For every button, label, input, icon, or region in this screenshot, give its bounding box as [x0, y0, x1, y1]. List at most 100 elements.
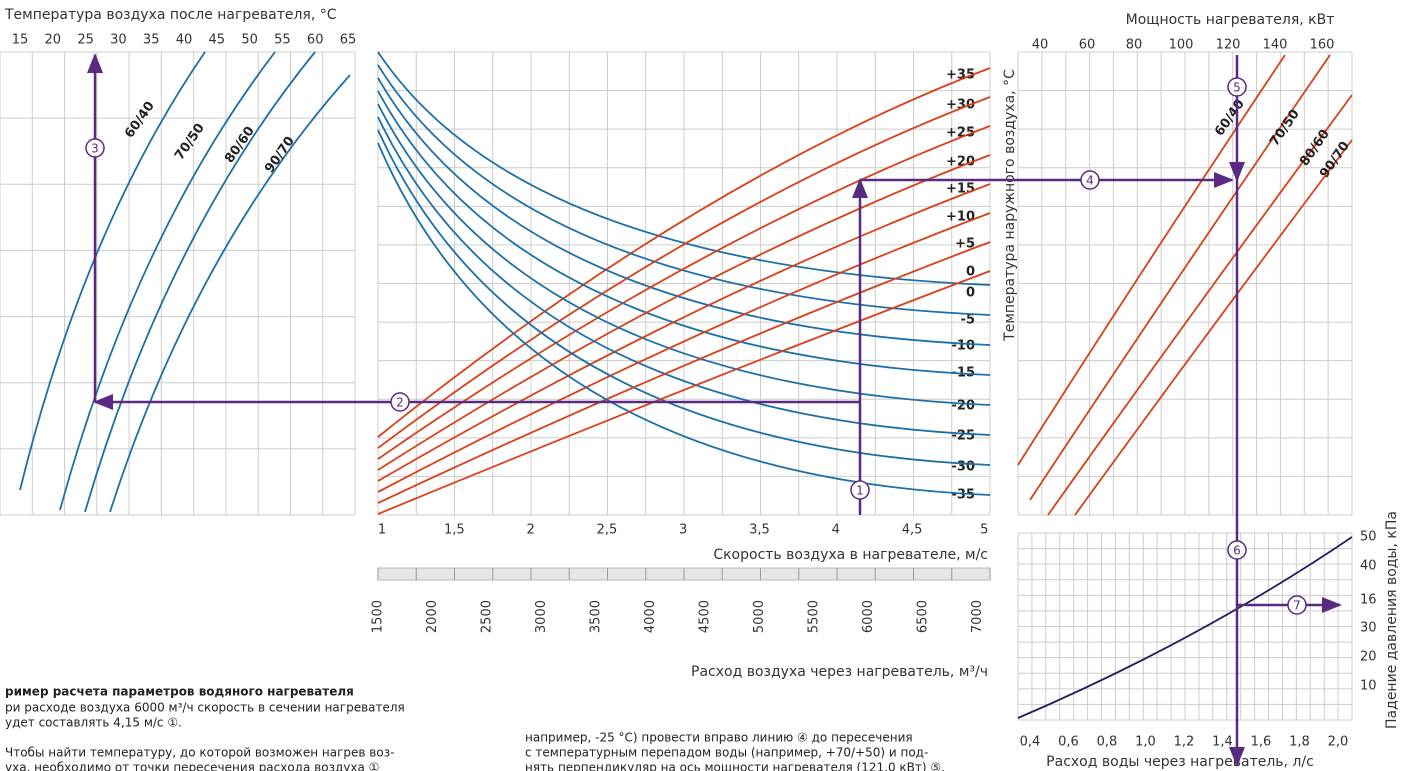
curve [84, 51, 316, 513]
temperature-label: -30 [952, 460, 976, 475]
marker-circle [1227, 77, 1247, 97]
curve-label: 60/40 [122, 99, 158, 141]
flow-tick-label: 3500 [589, 600, 604, 633]
flow-tick-label: 2500 [480, 600, 495, 633]
x-tick-label: 45 [209, 33, 226, 48]
flow-tick-label: 5000 [752, 600, 767, 633]
temperature-label: -10 [952, 339, 976, 354]
x-tick-label: 3,5 [749, 523, 770, 538]
temperature-label: +35 [946, 68, 975, 83]
x-tick-label: 160 [1310, 38, 1335, 53]
marker-circle [85, 138, 105, 158]
temperature-label: -25 [952, 429, 976, 444]
flow-tick-label: 7000 [970, 600, 985, 633]
marker-number: 3 [91, 142, 99, 156]
temperature-label: +10 [946, 210, 975, 225]
x-tick-label: 3 [679, 523, 687, 538]
x-tick-label: 25 [77, 33, 94, 48]
flow-tick-label: 4000 [643, 600, 658, 633]
text-heading: ример расчета параметров водяного нагрев… [5, 685, 354, 699]
curve-label: 70/50 [1267, 107, 1303, 149]
temperature-label: +25 [946, 126, 975, 141]
x-tick-label: 5 [980, 523, 988, 538]
x-tick-label: 140 [1263, 38, 1288, 53]
x-tick-label: 1,0 [1135, 735, 1156, 750]
curve-label: 70/50 [172, 121, 208, 163]
body-line: например, -25 °C) провести вправо линию … [525, 731, 913, 745]
curve [377, 51, 991, 286]
curve [377, 212, 991, 493]
body-line: удет составлять 4,15 м/с ①. [5, 716, 182, 730]
curve [59, 51, 276, 511]
temperature-label: +20 [946, 155, 975, 170]
marker-number: 6 [1233, 544, 1241, 558]
curve [377, 183, 991, 482]
body-line: уха, необходимо от точки пересечения рас… [5, 761, 379, 771]
x-tick-label: 0,6 [1058, 735, 1079, 750]
curve [1029, 54, 1331, 501]
curve [377, 64, 991, 316]
curve [1017, 536, 1353, 719]
x-tick-label: 1,6 [1251, 735, 1272, 750]
x-tick-label: 60 [307, 33, 324, 48]
marker-circle [850, 480, 870, 500]
flow-tick-label: 4500 [698, 600, 713, 633]
temperature-axis-label: Температура наружного воздуха, °C [1002, 69, 1018, 342]
marker-number: 5 [1233, 81, 1241, 95]
y-tick-label: 16 [1360, 593, 1377, 608]
velocity-label: Скорость воздуха в нагревателе, м/с [713, 547, 988, 563]
x-tick-label: 4,5 [902, 523, 923, 538]
water-flow-label: Расход воды через нагреватель, л/с [1046, 754, 1314, 770]
curve [377, 67, 991, 438]
curve-label: 90/70 [262, 134, 298, 176]
curve [1017, 54, 1286, 466]
x-tick-label: 1,4 [1212, 735, 1233, 750]
flow-tick-label: 5500 [807, 600, 822, 633]
x-tick-label: 35 [143, 33, 160, 48]
flow-tick-label: 6500 [916, 600, 931, 633]
curve [377, 270, 991, 515]
curve [377, 116, 991, 436]
curve [377, 96, 991, 449]
temperature-label: +5 [955, 237, 975, 252]
flow-tick-label: 3000 [534, 600, 549, 633]
x-tick-label: 100 [1169, 38, 1194, 53]
x-tick-label: 4 [832, 523, 840, 538]
curve [377, 77, 991, 346]
x-tick-label: 55 [274, 33, 291, 48]
x-tick-label: 2,0 [1328, 735, 1349, 750]
x-tick-label: 120 [1216, 38, 1241, 53]
x-tick-label: 65 [340, 33, 357, 48]
body-line: ри расходе воздуха 6000 м³/ч скорость в … [5, 701, 405, 715]
marker-number: 4 [1086, 174, 1094, 188]
x-tick-label: 15 [12, 33, 29, 48]
curve [1047, 94, 1353, 516]
curve [377, 241, 991, 504]
marker-circle [1080, 170, 1100, 190]
x-tick-label: 1 [378, 523, 386, 538]
flow-tick-label: 6000 [861, 600, 876, 633]
y-tick-label: 10 [1360, 679, 1377, 694]
curve [1074, 139, 1353, 516]
x-tick-label: 80 [1126, 38, 1143, 53]
temperature-label: -35 [952, 488, 976, 503]
y-tick-label: 20 [1360, 650, 1377, 665]
temperature-label: -5 [961, 313, 975, 328]
curve [377, 103, 991, 406]
marker-circle [1227, 540, 1247, 560]
flow-label: Расход воздуха через нагреватель, м³/ч [691, 664, 988, 680]
y-tick-label: 30 [1360, 621, 1377, 636]
pressure-label: Падение давления воды, кПа [1384, 511, 1400, 729]
x-tick-label: 30 [110, 33, 127, 48]
x-tick-label: 50 [241, 33, 258, 48]
marker-number: 2 [396, 396, 404, 410]
x-tick-label: 0,8 [1097, 735, 1118, 750]
temperature-label: 0 [966, 265, 975, 280]
curve-label: 80/60 [222, 124, 258, 166]
body-line: с температурным перепадом воды (например… [525, 746, 928, 760]
temperature-label: +15 [946, 182, 975, 197]
temperature-label: -20 [952, 399, 976, 414]
x-tick-label: 40 [1032, 38, 1049, 53]
flow-tick-label: 2000 [425, 600, 440, 633]
temperature-label: +30 [946, 98, 975, 113]
